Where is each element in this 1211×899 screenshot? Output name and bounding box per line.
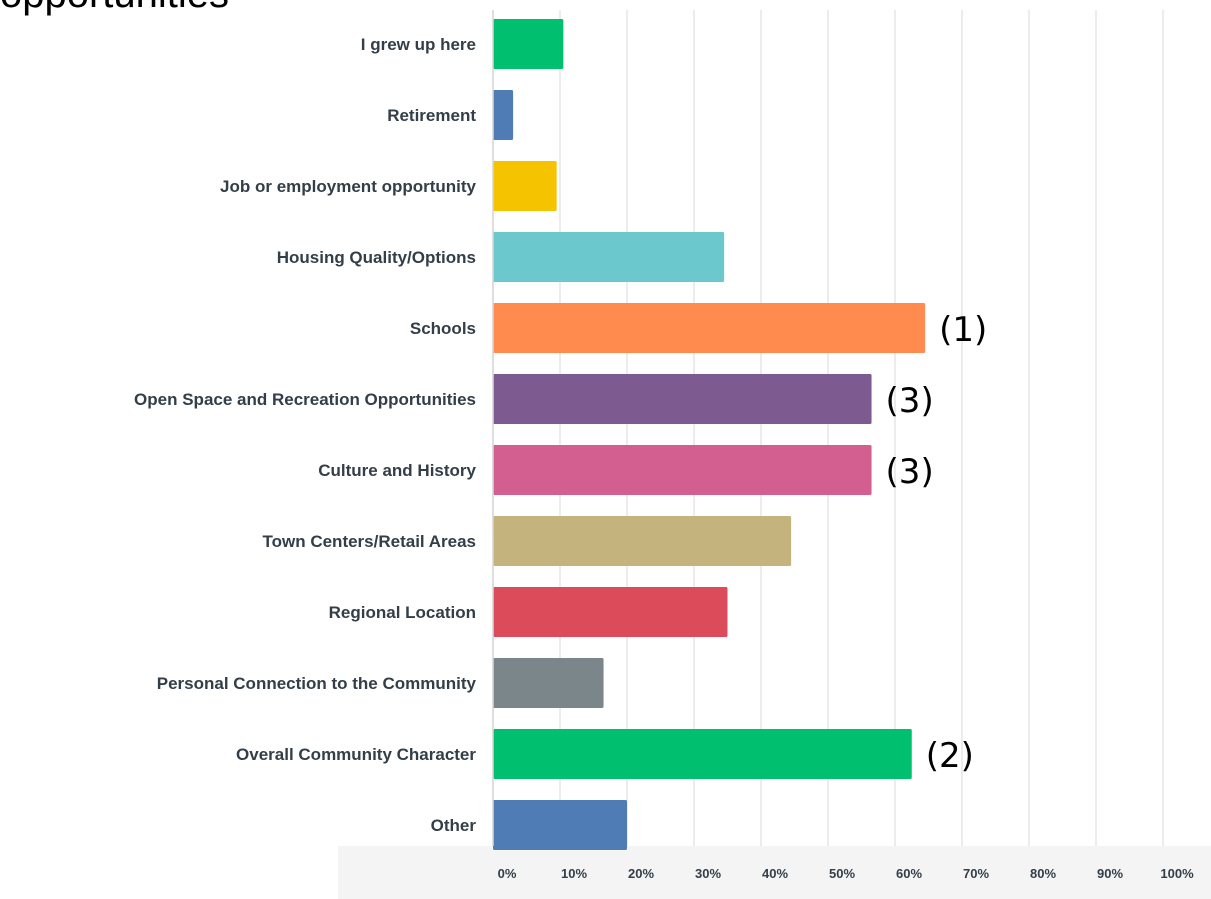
bar: [493, 161, 557, 211]
x-tick-label: 100%: [1160, 866, 1194, 881]
x-tick-label: 20%: [628, 866, 654, 881]
category-label: Regional Location: [329, 603, 476, 622]
category-label: Overall Community Character: [236, 745, 476, 764]
bar: [493, 232, 725, 282]
bar: [493, 374, 872, 424]
category-label: Other: [431, 816, 477, 835]
category-label: Job or employment opportunity: [220, 177, 476, 196]
x-tick-label: 60%: [896, 866, 922, 881]
x-tick-label: 70%: [963, 866, 989, 881]
category-label: Personal Connection to the Community: [157, 674, 477, 693]
bar: [493, 587, 728, 637]
category-label: Schools: [410, 319, 476, 338]
bar: [493, 729, 912, 779]
x-tick-label: 10%: [561, 866, 587, 881]
category-label: Culture and History: [318, 461, 476, 480]
bar: [493, 800, 627, 850]
x-tick-label: 80%: [1030, 866, 1056, 881]
bar: [493, 19, 564, 69]
bar: [493, 658, 604, 708]
category-label: I grew up here: [361, 35, 476, 54]
x-axis-band: [338, 846, 1211, 899]
rank-annotation: (3): [886, 452, 934, 492]
bar: [493, 445, 872, 495]
category-label: Housing Quality/Options: [277, 248, 476, 267]
bar: [493, 303, 926, 353]
category-label: Town Centers/Retail Areas: [262, 532, 476, 551]
x-tick-label: 90%: [1097, 866, 1123, 881]
bar: [493, 90, 514, 140]
x-tick-label: 0%: [498, 866, 517, 881]
chart-title-fragment: opportunities: [0, 0, 229, 17]
bar: [493, 516, 792, 566]
x-tick-label: 40%: [762, 866, 788, 881]
category-label: Retirement: [387, 106, 476, 125]
x-tick-label: 50%: [829, 866, 855, 881]
x-tick-label: 30%: [695, 866, 721, 881]
category-label: Open Space and Recreation Opportunities: [134, 390, 476, 409]
rank-annotation: (2): [926, 736, 974, 776]
rank-annotation: (3): [886, 381, 934, 421]
rank-annotation: (1): [939, 310, 987, 350]
